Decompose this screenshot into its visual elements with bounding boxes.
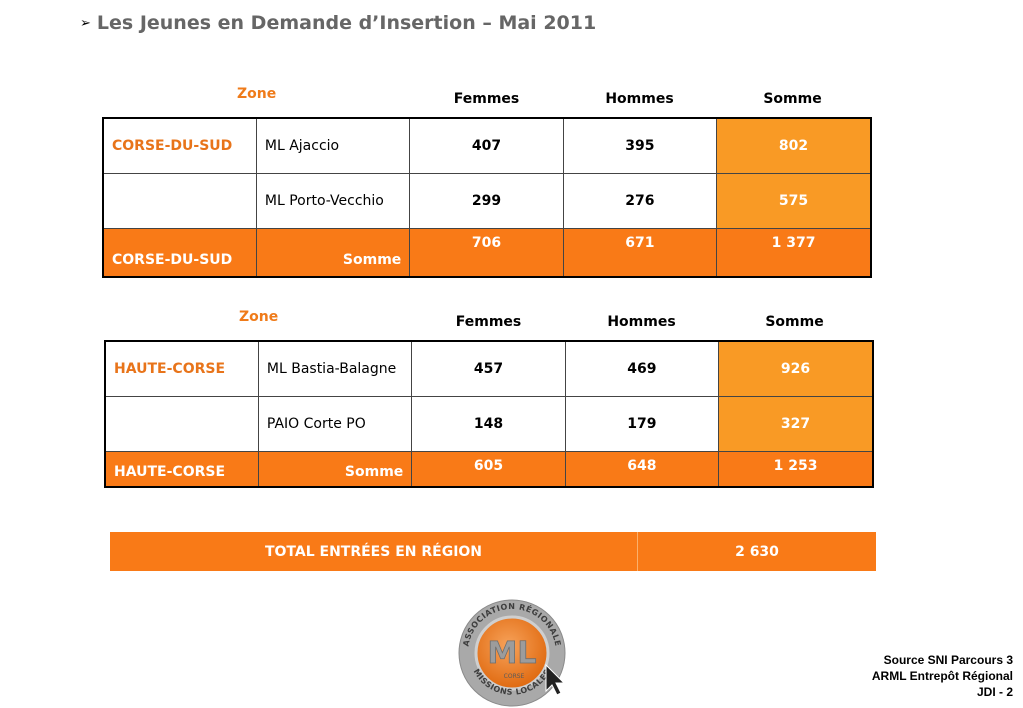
total-zone-cell: CORSE-DU-SUD <box>102 227 257 278</box>
location-cell: ML Bastia-Balagne <box>257 340 413 397</box>
total-row: CORSE-DU-SUD Somme 706 671 1 377 <box>102 227 872 278</box>
grand-total-bar: TOTAL ENTRÉES EN RÉGION 2 630 <box>110 532 876 571</box>
somme-cell: 802 <box>716 117 872 174</box>
location-cell: ML Porto-Vecchio <box>255 172 411 229</box>
total-label-cell: Somme <box>255 227 411 278</box>
logo-mark-text: ML <box>488 636 537 671</box>
page-title-text: Les Jeunes en Demande d’Insertion – Mai … <box>96 12 597 34</box>
total-femmes-cell: 706 <box>409 227 564 278</box>
femmes-cell: 457 <box>411 340 566 397</box>
somme-cell: 926 <box>718 340 874 397</box>
hommes-cell: 395 <box>562 117 718 174</box>
location-cell: PAIO Corte PO <box>257 395 413 452</box>
somme-header-1: Somme <box>763 91 822 107</box>
grand-total-value: 2 630 <box>735 543 779 560</box>
femmes-cell: 148 <box>411 395 566 452</box>
source-line-1: Source SNI Parcours 3 <box>883 653 1013 667</box>
femmes-cell: 407 <box>409 117 564 174</box>
zone-cell: CORSE-DU-SUD <box>102 117 257 174</box>
femmes-header-2: Femmes <box>455 314 522 330</box>
source-note: Source SNI Parcours 3 ARML Entrepôt Régi… <box>872 652 1013 700</box>
hommes-header-1: Hommes <box>605 91 674 107</box>
zone-cell: HAUTE-CORSE <box>104 340 259 397</box>
total-hommes-cell: 671 <box>562 227 718 278</box>
page-title: ➢ Les Jeunes en Demande d’Insertion – Mai… <box>80 12 596 34</box>
logo-sub-text: CORSE <box>504 673 525 680</box>
total-femmes-cell: 605 <box>411 450 566 488</box>
table-row: ML Porto-Vecchio 299 276 575 <box>102 172 872 229</box>
zone-header-2: Zone <box>239 309 279 325</box>
hommes-header-2: Hommes <box>607 314 676 330</box>
total-hommes-cell: 648 <box>564 450 720 488</box>
hommes-cell: 179 <box>564 395 720 452</box>
arml-logo: ASSOCIATION RÉGIONALE MISSIONS LOCALES M… <box>458 599 566 707</box>
location-cell: ML Ajaccio <box>255 117 411 174</box>
corse-du-sud-table: CORSE-DU-SUD ML Ajaccio 407 395 802 ML P… <box>102 117 872 278</box>
source-line-2: ARML Entrepôt Régional <box>871 669 1013 683</box>
table-row: PAIO Corte PO 148 179 327 <box>104 395 874 452</box>
logo-inner-disc <box>474 615 550 691</box>
haute-corse-table: HAUTE-CORSE ML Bastia-Balagne 457 469 92… <box>104 340 874 488</box>
somme-cell: 575 <box>716 172 872 229</box>
grand-total-label: TOTAL ENTRÉES EN RÉGION <box>264 543 483 560</box>
cursor-arrow-icon <box>545 663 566 696</box>
zone-cell <box>104 395 259 452</box>
femmes-header-1: Femmes <box>453 91 520 107</box>
grand-total-divider <box>637 532 638 571</box>
total-zone-cell: HAUTE-CORSE <box>104 450 259 488</box>
somme-header-2: Somme <box>765 314 824 330</box>
hommes-cell: 469 <box>564 340 720 397</box>
femmes-cell: 299 <box>409 172 564 229</box>
table-row: HAUTE-CORSE ML Bastia-Balagne 457 469 92… <box>104 340 874 397</box>
total-somme-cell: 1 377 <box>716 227 872 278</box>
total-label-cell: Somme <box>257 450 413 488</box>
zone-header-1: Zone <box>237 86 277 102</box>
zone-cell <box>102 172 257 229</box>
total-row: HAUTE-CORSE Somme 605 648 1 253 <box>104 450 874 488</box>
total-somme-cell: 1 253 <box>718 450 874 488</box>
table-row: CORSE-DU-SUD ML Ajaccio 407 395 802 <box>102 117 872 174</box>
hommes-cell: 276 <box>562 172 718 229</box>
somme-cell: 327 <box>718 395 874 452</box>
source-line-3: JDI - 2 <box>976 685 1013 699</box>
bullet-arrow-icon: ➢ <box>80 16 91 31</box>
